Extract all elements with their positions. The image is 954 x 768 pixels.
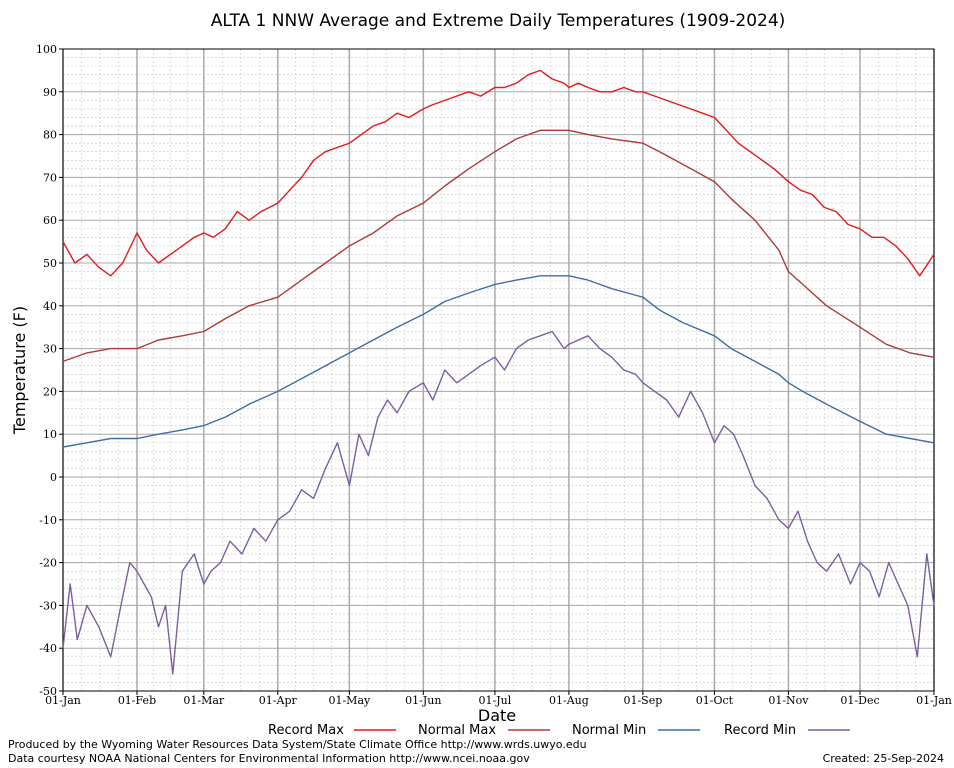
x-tick-label: 01-Dec <box>840 694 879 707</box>
legend-label-record-max: Record Max <box>268 723 344 738</box>
y-tick-label: 100 <box>36 43 57 56</box>
series-line-record-max <box>62 69 935 277</box>
x-tick-label: 01-Aug <box>549 694 589 707</box>
x-tick-label: 01-Jul <box>479 694 512 707</box>
major-grid <box>62 48 935 692</box>
y-tick-label: -20 <box>39 557 57 570</box>
y-tick-label: -10 <box>39 514 57 527</box>
footer-data-courtesy: Data courtesy NOAA National Centers for … <box>8 752 530 765</box>
y-tick-label: 30 <box>43 343 57 356</box>
legend-label-normal-max: Normal Max <box>418 723 496 738</box>
minor-grid <box>63 48 934 692</box>
x-tick-label: 01-Oct <box>696 694 734 707</box>
y-axis-label: Temperature (F) <box>10 306 29 435</box>
x-tick-label: 01-May <box>328 694 371 707</box>
series-line-normal-min <box>62 275 935 448</box>
x-tick-label: 01-Nov <box>768 694 809 707</box>
x-tick-label: 01-Jan <box>45 694 81 707</box>
chart-title: ALTA 1 NNW Average and Extreme Daily Tem… <box>211 11 786 31</box>
y-tick-label: 90 <box>43 86 57 99</box>
x-tick-label: 01-Apr <box>259 694 298 707</box>
series-layer <box>62 69 935 675</box>
y-tick-label: 70 <box>43 171 57 184</box>
y-tick-label: 20 <box>43 385 57 398</box>
y-tick-label: 60 <box>43 214 57 227</box>
y-tick-label: 0 <box>50 471 57 484</box>
x-tick-label: 01-Mar <box>183 694 225 707</box>
y-tick-label: -50 <box>39 685 57 698</box>
x-tick-label: 01-Feb <box>118 694 156 707</box>
x-tick-label: 01-Sep <box>623 694 662 707</box>
y-tick-label: 80 <box>43 129 57 142</box>
legend-label-record-min: Record Min <box>724 723 796 738</box>
series-line-record-min <box>62 330 935 675</box>
footer-produced-by: Produced by the Wyoming Water Resources … <box>8 738 587 751</box>
y-tick-label: -40 <box>39 642 57 655</box>
x-tick-label: 01-Jun <box>405 694 441 707</box>
footer-created-date: Created: 25-Sep-2024 <box>823 752 944 765</box>
y-tick-label: 50 <box>43 257 57 270</box>
y-tick-label: 40 <box>43 300 57 313</box>
legend: Record Max Normal Max Normal Min Record Min <box>268 723 850 738</box>
plot-frame <box>62 48 935 692</box>
x-axis-label: Date <box>478 706 516 725</box>
series-line-normal-max <box>62 129 935 363</box>
x-tick-label: 01-Jan <box>916 694 952 707</box>
y-tick-label: -30 <box>39 599 57 612</box>
legend-label-normal-min: Normal Min <box>572 723 646 738</box>
y-tick-label: 10 <box>43 428 57 441</box>
x-tick-labels: 01-Jan 01-Feb 01-Mar 01-Apr 01-May 01-Jun 01-J… <box>45 691 952 707</box>
